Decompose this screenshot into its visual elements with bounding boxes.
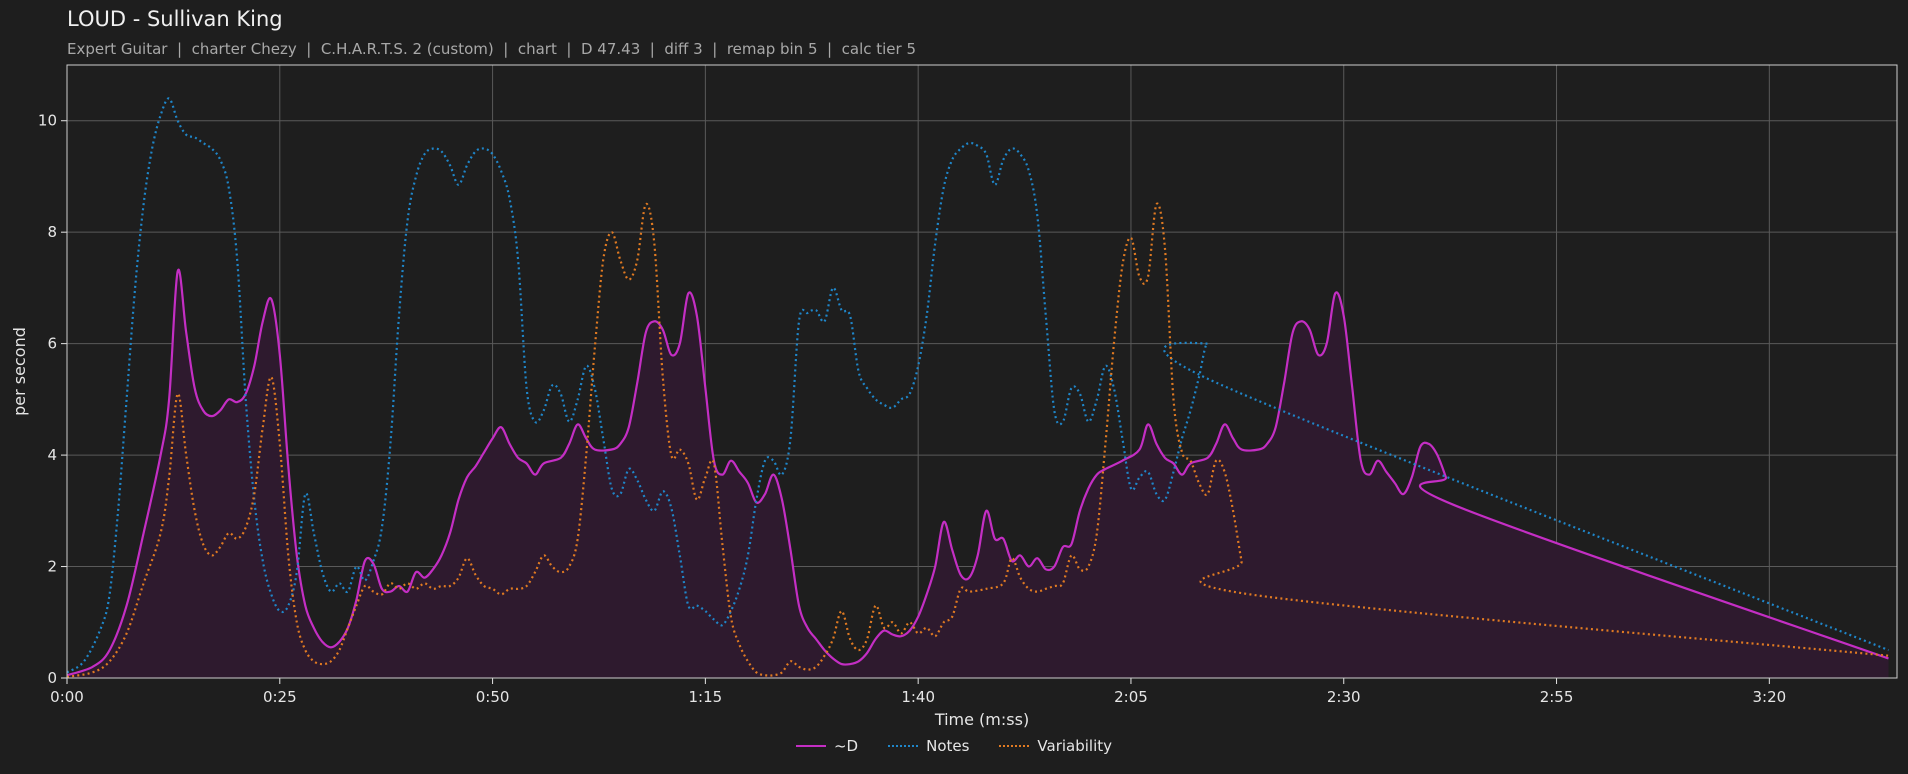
y-axis-label: per second bbox=[10, 327, 29, 416]
y-tick-label: 4 bbox=[47, 446, 57, 464]
chart-title: LOUD - Sullivan King bbox=[67, 7, 283, 31]
legend-swatch-notes bbox=[888, 745, 919, 747]
x-tick-label: 1:40 bbox=[901, 688, 935, 706]
x-tick-label: 1:15 bbox=[689, 688, 723, 706]
x-tick-label: 3:20 bbox=[1752, 688, 1786, 706]
x-axis-label: Time (m:ss) bbox=[934, 710, 1029, 729]
axes: 0:00 0:25 0:50 1:15 1:40 2:05 2:30 2:55 3:20 0 2 4 6… bbox=[38, 64, 1898, 706]
legend: ~D Notes Variability bbox=[0, 737, 1908, 755]
plot-frame bbox=[66, 64, 1898, 679]
legend-swatch-d bbox=[795, 745, 826, 747]
x-tick-label: 2:55 bbox=[1540, 688, 1574, 706]
legend-swatch-variability bbox=[999, 745, 1030, 747]
series-line-notes bbox=[66, 97, 1889, 674]
series-area-0 bbox=[67, 269, 1889, 678]
y-tick-label: 6 bbox=[47, 335, 57, 353]
y-tick-label: 8 bbox=[47, 223, 57, 241]
legend-item-variability: Variability bbox=[999, 737, 1112, 755]
legend-item-d: ~D bbox=[795, 737, 859, 755]
y-tick-label: 0 bbox=[47, 669, 57, 687]
y-tick-label: 2 bbox=[47, 558, 57, 576]
x-tick-label: 2:05 bbox=[1114, 688, 1148, 706]
x-tick-label: 0:25 bbox=[263, 688, 297, 706]
legend-item-notes: Notes bbox=[888, 737, 969, 755]
x-tick-label: 0:50 bbox=[476, 688, 510, 706]
x-tick-label: 2:30 bbox=[1327, 688, 1361, 706]
y-tick-label: 10 bbox=[38, 112, 57, 130]
series-line-variability bbox=[66, 202, 1889, 678]
legend-label-d: ~D bbox=[833, 737, 859, 755]
series-lines bbox=[66, 97, 1889, 678]
chart-subtitle: Expert Guitar | charter Chezy | C.H.A.R.… bbox=[67, 40, 917, 58]
legend-label-notes: Notes bbox=[926, 737, 970, 755]
x-tick-label: 0:00 bbox=[50, 688, 84, 706]
d-area-fill bbox=[67, 269, 1889, 678]
series-line-d bbox=[66, 268, 1889, 677]
legend-label-variability: Variability bbox=[1037, 737, 1113, 755]
